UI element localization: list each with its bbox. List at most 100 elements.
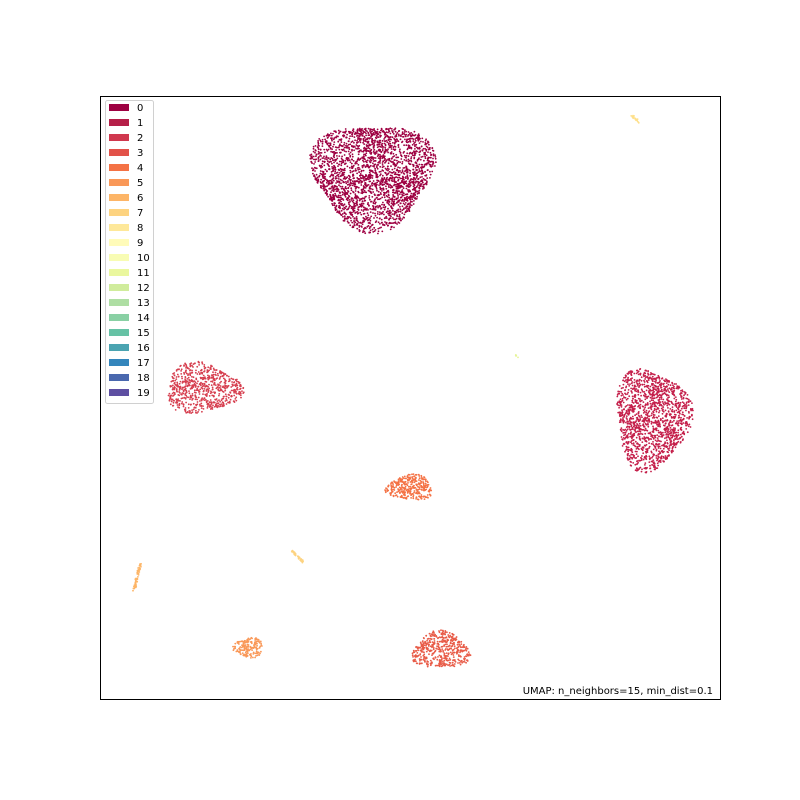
- point-cluster-0: [422, 147, 425, 150]
- point-cluster-2: [206, 407, 209, 409]
- point-cluster-0: [350, 131, 352, 134]
- point-cluster-1: [620, 404, 623, 406]
- point-cluster-2: [178, 368, 180, 371]
- point-cluster-0: [366, 203, 369, 206]
- point-cluster-0: [390, 127, 393, 130]
- point-cluster-1: [653, 373, 656, 376]
- point-cluster-0: [388, 145, 391, 147]
- point-cluster-1: [661, 412, 664, 415]
- point-cluster-0: [421, 137, 424, 140]
- point-cluster-0: [354, 146, 356, 148]
- point-cluster-0: [327, 157, 330, 160]
- point-cluster-0: [429, 173, 432, 176]
- point-cluster-0: [367, 141, 370, 144]
- point-cluster-0: [415, 143, 418, 146]
- point-cluster-0: [373, 200, 376, 203]
- point-cluster-2: [211, 388, 214, 391]
- point-cluster-0: [405, 177, 407, 180]
- point-cluster-0: [347, 157, 350, 160]
- point-cluster-0: [337, 129, 340, 132]
- point-cluster-0: [375, 135, 378, 137]
- point-cluster-0: [394, 203, 396, 205]
- point-cluster-1: [628, 412, 631, 415]
- point-cluster-1: [644, 464, 646, 466]
- point-cluster-0: [406, 152, 409, 155]
- point-cluster-0: [378, 141, 381, 144]
- point-cluster-1: [637, 418, 639, 421]
- point-cluster-0: [370, 183, 373, 185]
- point-cluster-0: [323, 155, 325, 158]
- point-cluster-0: [371, 130, 373, 133]
- point-cluster-0: [325, 190, 328, 193]
- point-cluster-0: [365, 160, 367, 163]
- point-cluster-0: [360, 209, 363, 211]
- point-cluster-2: [183, 373, 186, 375]
- point-cluster-0: [378, 211, 381, 214]
- point-cluster-1: [641, 383, 644, 386]
- point-cluster-0: [380, 151, 383, 154]
- point-cluster-0: [409, 198, 411, 201]
- point-cluster-1: [632, 388, 634, 391]
- point-cluster-0: [340, 162, 343, 165]
- point-cluster-1: [668, 422, 670, 425]
- point-cluster-2: [172, 401, 175, 404]
- point-cluster-1: [652, 448, 655, 451]
- point-cluster-0: [347, 186, 350, 189]
- point-cluster-0: [391, 213, 394, 216]
- point-cluster-2: [211, 408, 214, 410]
- point-cluster-0: [362, 187, 365, 190]
- point-cluster-1: [651, 382, 653, 385]
- point-cluster-0: [396, 161, 399, 164]
- point-cluster-0: [379, 162, 381, 164]
- point-cluster-0: [403, 207, 405, 210]
- point-cluster-1: [671, 381, 673, 384]
- point-cluster-0: [403, 181, 406, 184]
- point-cluster-0: [415, 146, 418, 149]
- point-cluster-0: [391, 130, 394, 133]
- point-cluster-0: [396, 192, 399, 195]
- point-cluster-0: [364, 179, 366, 182]
- point-cluster-0: [408, 147, 411, 150]
- point-cluster-1: [647, 423, 649, 426]
- point-cluster-1: [635, 425, 638, 427]
- point-cluster-1: [672, 430, 675, 432]
- point-cluster-0: [316, 179, 318, 182]
- point-cluster-1: [641, 437, 644, 440]
- point-cluster-0: [335, 149, 337, 151]
- point-cluster-1: [671, 408, 674, 411]
- point-cluster-0: [367, 219, 369, 222]
- point-cluster-0: [414, 153, 416, 155]
- point-cluster-0: [336, 157, 339, 160]
- point-cluster-0: [382, 170, 385, 172]
- point-cluster-1: [630, 387, 632, 390]
- point-cluster-1: [628, 379, 630, 382]
- point-cluster-1: [642, 401, 645, 403]
- point-cluster-0: [315, 155, 317, 158]
- point-cluster-1: [634, 440, 637, 443]
- point-cluster-1: [658, 445, 661, 448]
- point-cluster-0: [372, 150, 375, 153]
- point-cluster-0: [341, 193, 344, 196]
- point-cluster-0: [369, 191, 372, 194]
- point-cluster-1: [675, 387, 678, 390]
- point-cluster-0: [429, 151, 432, 154]
- point-cluster-0: [327, 180, 330, 183]
- point-cluster-2: [188, 390, 190, 392]
- point-cluster-1: [678, 414, 680, 417]
- point-cluster-0: [386, 224, 389, 227]
- point-cluster-0: [326, 194, 328, 196]
- point-cluster-0: [347, 147, 350, 149]
- point-cluster-0: [334, 166, 337, 169]
- point-cluster-0: [415, 150, 418, 152]
- point-cluster-1: [634, 431, 637, 433]
- point-cluster-0: [432, 157, 434, 160]
- point-cluster-0: [418, 138, 420, 141]
- point-cluster-1: [683, 415, 686, 417]
- point-cluster-0: [313, 166, 316, 169]
- point-cluster-0: [340, 160, 343, 163]
- point-cluster-1: [677, 417, 680, 419]
- point-cluster-0: [387, 169, 389, 172]
- point-cluster-1: [664, 437, 666, 440]
- point-cluster-1: [682, 396, 685, 399]
- point-cluster-1: [631, 395, 634, 398]
